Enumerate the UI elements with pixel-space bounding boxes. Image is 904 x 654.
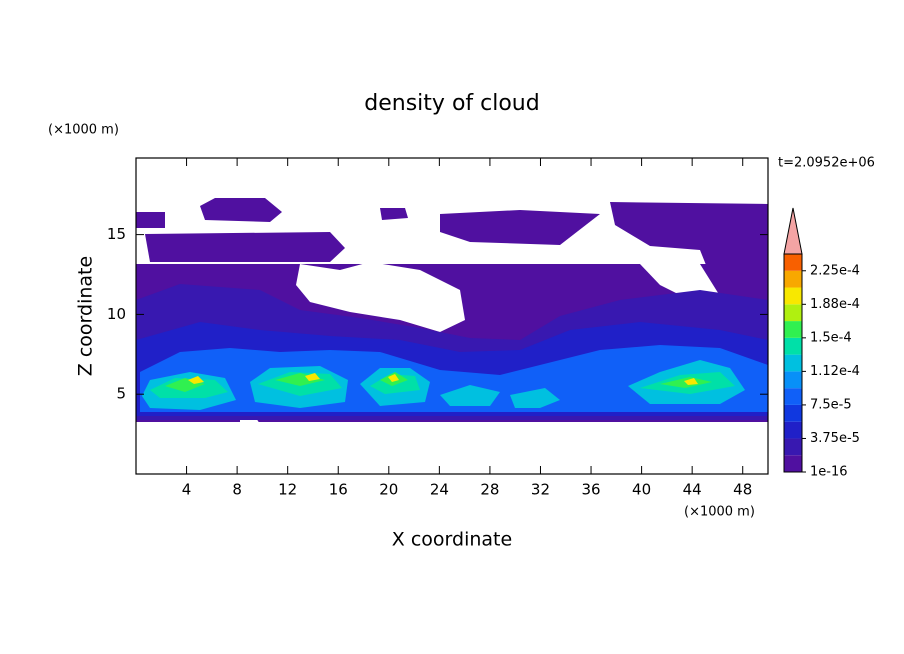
time-label: t=2.0952e+06 <box>778 156 875 171</box>
x-tick-label: 12 <box>278 481 297 499</box>
colorbar-tick-label: 2.25e-4 <box>810 263 860 278</box>
colorbar-band <box>784 287 802 305</box>
colorbar-band <box>784 304 802 322</box>
x-tick-label: 44 <box>683 481 702 499</box>
x-tick-label: 40 <box>632 481 651 499</box>
colorbar-extend <box>783 207 803 255</box>
colorbar-band <box>784 337 802 355</box>
y-unit: (×1000 m) <box>48 123 119 138</box>
x-tick-label: 16 <box>329 481 348 499</box>
x-tick-label: 36 <box>581 481 600 499</box>
x-axis-label: X coordinate <box>392 529 512 551</box>
colorbar-band <box>784 404 802 422</box>
x-tick-label: 24 <box>430 481 449 499</box>
chart-title: density of cloud <box>364 91 539 116</box>
x-tick-label: 28 <box>480 481 499 499</box>
y-axis-label: Z coordinate <box>75 256 97 376</box>
colorbar-band <box>784 421 802 439</box>
colorbar-band <box>784 270 802 288</box>
contour-field <box>136 198 768 424</box>
colorbar-tick-label: 1.12e-4 <box>810 364 860 379</box>
x-tick-label: 48 <box>733 481 752 499</box>
colorbar-band <box>784 455 802 472</box>
colorbar-frame <box>783 253 803 473</box>
y-tick-label: 5 <box>116 385 126 403</box>
colorbar-band <box>784 354 802 372</box>
x-tick-label: 4 <box>182 481 192 499</box>
x-tick-label: 8 <box>232 481 242 499</box>
y-tick-label: 10 <box>107 305 126 323</box>
colorbar-band <box>784 371 802 389</box>
y-tick-label: 15 <box>107 225 126 243</box>
colorbar-tick-label: 1.88e-4 <box>810 297 860 312</box>
colorbar-band <box>784 388 802 405</box>
colorbar-band <box>784 321 802 338</box>
colorbar-tick-label: 3.75e-5 <box>810 431 860 446</box>
plot-frame <box>135 157 769 475</box>
colorbar-tick-label: 7.5e-5 <box>810 397 852 412</box>
colorbar-tick-label: 1.5e-4 <box>810 330 852 345</box>
colorbar-band <box>784 438 802 456</box>
colorbar-tick-label: 1e-16 <box>810 465 848 480</box>
x-unit: (×1000 m) <box>684 505 755 520</box>
x-tick-label: 20 <box>379 481 398 499</box>
x-tick-label: 32 <box>531 481 550 499</box>
colorbar-band <box>784 254 802 271</box>
